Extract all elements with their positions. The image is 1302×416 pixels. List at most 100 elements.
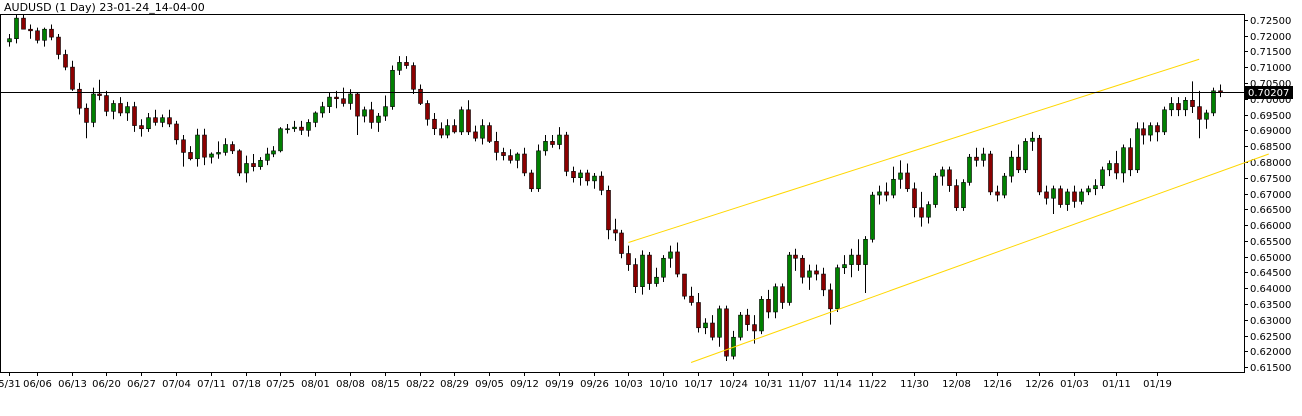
candle-body (278, 128, 283, 152)
candle-body (1128, 147, 1133, 171)
candle-body (334, 96, 339, 100)
candle-body (710, 322, 715, 338)
candle-body (613, 229, 618, 234)
candle-body (285, 128, 290, 131)
candle-body (849, 254, 854, 265)
x-tick-label: 07/18 (232, 379, 261, 390)
candle-body (543, 141, 548, 152)
y-tick-label: 0.64000 (1250, 284, 1291, 295)
candle-body (28, 28, 33, 32)
candle-body (313, 112, 318, 123)
y-tick-label: 0.68000 (1250, 158, 1291, 169)
candle-body (132, 106, 137, 126)
candle-body (905, 172, 910, 190)
candle-body (856, 254, 861, 265)
candle-body (1016, 156, 1021, 171)
candle-body (1037, 137, 1042, 193)
candle-body (1023, 141, 1028, 171)
x-tick-label: 01/03 (1060, 379, 1089, 390)
x-tick-label: 09/05 (475, 379, 504, 390)
x-tick-label: 11/14 (823, 379, 852, 390)
candle-body (237, 150, 242, 174)
candle-body (926, 204, 931, 218)
x-tick-label: 09/19 (545, 379, 574, 390)
x-tick-label: 06/20 (92, 379, 121, 390)
candle-body (703, 322, 708, 329)
candle-body (626, 253, 631, 265)
candle-body (1065, 191, 1070, 205)
x-tick-label: 01/19 (1143, 379, 1172, 390)
x-tick-label: 11/30 (900, 379, 929, 390)
candle-body (1162, 109, 1167, 133)
candle-body (633, 264, 638, 287)
candle-body (327, 96, 332, 107)
x-tick-label: 06/27 (127, 379, 156, 390)
x-tick-label: 11/22 (858, 379, 887, 390)
candle-body (425, 103, 430, 120)
y-tick-label: 0.66000 (1250, 221, 1291, 232)
candle-body (821, 273, 826, 291)
candle-body (912, 188, 917, 209)
candle-body (244, 163, 249, 174)
candle-body (188, 152, 193, 160)
candle-body (49, 28, 54, 38)
x-tick-label: 11/07 (788, 379, 817, 390)
candle-body (376, 115, 381, 123)
candle-body (251, 163, 256, 167)
candle-body (793, 254, 798, 259)
candle-body (63, 54, 68, 68)
candle-body (404, 62, 409, 66)
y-tick-label: 0.62500 (1250, 332, 1291, 343)
candle-body (954, 185, 959, 209)
x-tick-label: 10/31 (754, 379, 783, 390)
chart-title: AUDUSD (1 Day) 23-01-24_14-04-00 (2, 1, 207, 14)
candle-body (1176, 103, 1181, 111)
candle-body (835, 267, 840, 310)
candle-body (606, 190, 611, 231)
candle-body (432, 118, 437, 130)
candle-body (647, 254, 652, 284)
y-tick-label: 0.63000 (1250, 316, 1291, 327)
candle-body (223, 144, 228, 153)
candle-body (877, 191, 882, 196)
x-tick-label: 08/01 (301, 379, 330, 390)
candle-body (745, 314, 750, 325)
candle-body (738, 314, 743, 338)
candle-body (14, 17, 19, 39)
x-tick-label: 09/12 (510, 379, 539, 390)
candle-body (146, 117, 151, 130)
candle-body (160, 117, 165, 123)
candle-body (592, 175, 597, 182)
candle-body (828, 289, 833, 310)
candle-body (369, 109, 374, 123)
candle-body (459, 109, 464, 133)
candle-body (362, 109, 367, 117)
y-tick-label: 0.64500 (1250, 268, 1291, 279)
candle-body (773, 286, 778, 313)
x-tick-label: 08/29 (440, 379, 469, 390)
y-tick-label: 0.61500 (1250, 363, 1291, 374)
y-tick-label: 0.66500 (1250, 205, 1291, 216)
candle-body (759, 299, 764, 332)
x-tick-label: 01/11 (1102, 379, 1131, 390)
candle-body (174, 123, 179, 141)
candle-body (139, 125, 144, 130)
candle-body (466, 109, 471, 133)
candle-body (125, 106, 130, 114)
candle-body (675, 251, 680, 275)
candle-body (348, 93, 353, 104)
y-tick-label: 0.69000 (1250, 126, 1291, 137)
y-tick-label: 0.63500 (1250, 300, 1291, 311)
candle-body (529, 172, 534, 190)
candle-body (1148, 125, 1153, 136)
candle-body (682, 273, 687, 297)
candle-body (209, 153, 214, 158)
x-tick-label: 12/26 (1025, 379, 1054, 390)
candle-body (550, 141, 555, 145)
candle-body (84, 107, 89, 123)
candle-body (522, 153, 527, 174)
candle-body (1141, 128, 1146, 136)
candle-body (752, 324, 757, 332)
candle-body (56, 36, 61, 55)
